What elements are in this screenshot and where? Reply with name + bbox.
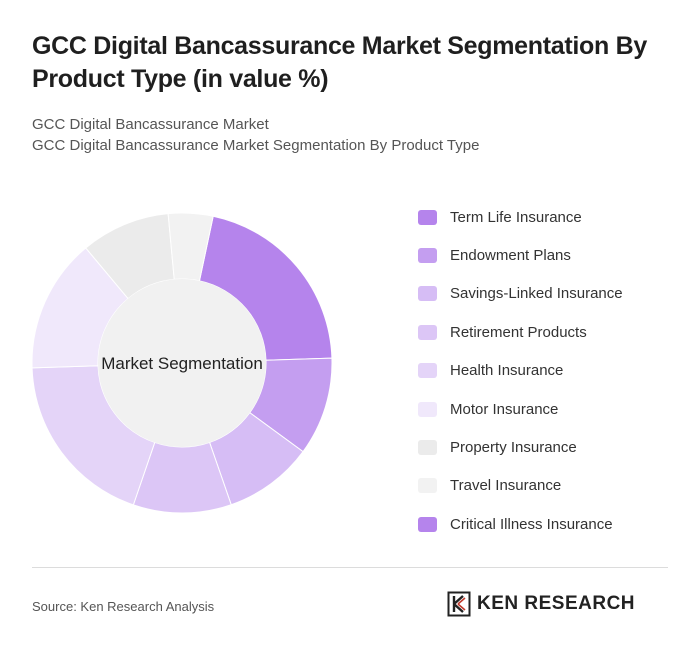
donut-chart: Market Segmentation [31, 212, 333, 514]
legend-swatch [418, 440, 437, 456]
legend-label: Savings-Linked Insurance [450, 285, 623, 303]
legend-item[interactable]: Travel Insurance [418, 467, 623, 505]
legend-swatch [418, 248, 437, 264]
footer-divider [32, 567, 668, 568]
chart-subtitle: GCC Digital Bancassurance Market GCC Dig… [32, 114, 672, 156]
chart-legend: Term Life Insurance Endowment Plans Saving… [418, 198, 623, 544]
legend-label: Property Insurance [450, 439, 577, 457]
legend-swatch [418, 478, 437, 494]
legend-label: Motor Insurance [450, 400, 559, 418]
legend-item[interactable]: Property Insurance [418, 428, 623, 466]
donut-center-label: Market Segmentation [101, 354, 263, 373]
legend-item[interactable]: Motor Insurance [418, 390, 623, 428]
legend-swatch [418, 209, 437, 225]
ken-research-logo: KEN RESEARCH [447, 591, 635, 617]
legend-swatch [418, 363, 437, 379]
legend-swatch [418, 401, 437, 417]
ken-research-logo-icon [447, 591, 471, 617]
subtitle-line-2: GCC Digital Bancassurance Market Segment… [32, 137, 480, 154]
legend-swatch [418, 286, 437, 302]
donut-center [98, 279, 266, 447]
source-note: Source: Ken Research Analysis [32, 599, 215, 614]
legend-item[interactable]: Critical Illness Insurance [418, 505, 623, 543]
legend-item[interactable]: Retirement Products [418, 313, 623, 351]
chart-title: GCC Digital Bancassurance Market Segment… [32, 32, 647, 93]
legend-swatch [418, 324, 437, 340]
legend-swatch [418, 516, 437, 532]
legend-label: Term Life Insurance [450, 208, 582, 226]
legend-label: Retirement Products [450, 323, 587, 341]
legend-label: Travel Insurance [450, 477, 562, 495]
legend-label: Health Insurance [450, 362, 564, 380]
subtitle-line-1: GCC Digital Bancassurance Market [32, 116, 269, 133]
legend-label: Endowment Plans [450, 247, 571, 265]
legend-item[interactable]: Savings-Linked Insurance [418, 275, 623, 313]
legend-item[interactable]: Term Life Insurance [418, 198, 623, 236]
legend-item[interactable]: Health Insurance [418, 352, 623, 390]
ken-research-logo-text: KEN RESEARCH [477, 593, 636, 614]
legend-item[interactable]: Endowment Plans [418, 236, 623, 274]
legend-label: Critical Illness Insurance [450, 515, 613, 533]
